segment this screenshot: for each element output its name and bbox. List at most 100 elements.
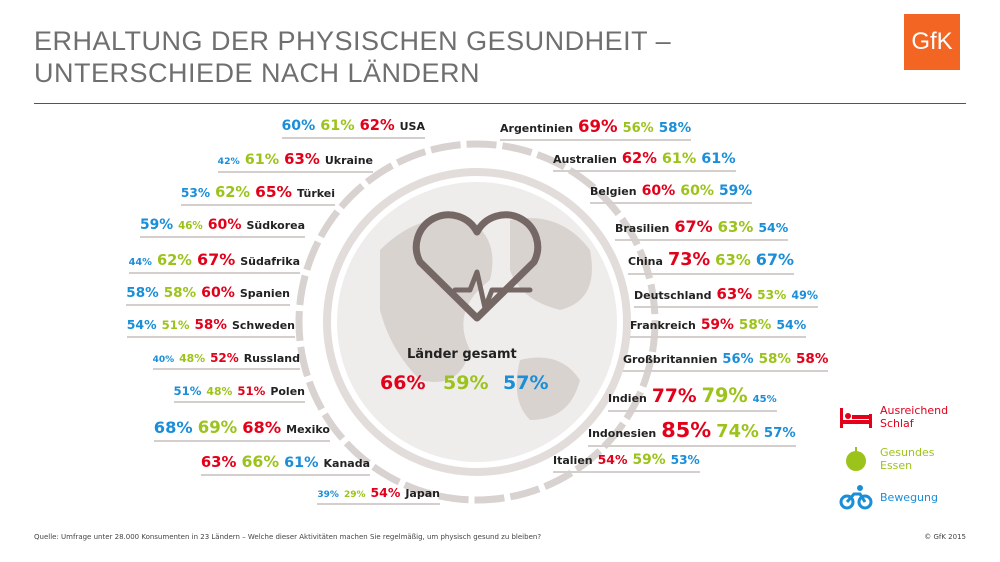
globe-disc [337,182,617,462]
country-row-südkorea: 59% 46% 60% Südkorea [139,217,305,238]
total-bewegung: 57% [503,372,549,394]
value-bewegung: 68% [153,418,193,437]
value-essen: 74% [716,421,759,442]
value-essen: 48% [206,385,233,398]
country-name: Türkei [297,187,335,200]
source-note: Quelle: Umfrage unter 28.000 Konsumenten… [34,533,542,541]
country-row-belgien: Belgien 60% 60% 59% [590,183,753,204]
country-name: Ukraine [324,154,373,167]
country-row-china: China 73% 63% 67% [628,250,795,275]
country-row-spanien: 58% 58% 60% Spanien [126,285,290,306]
value-bewegung: 58% [658,120,692,136]
value-schlaf: 63% [716,285,753,303]
title-divider [34,103,966,104]
value-essen: 48% [179,352,206,365]
value-essen: 58% [738,317,772,333]
continent-shape [380,218,592,420]
value-schlaf: 67% [674,217,713,236]
inner-ring [323,168,631,476]
value-essen: 53% [757,288,787,302]
country-row-italien: Italien 54% 59% 53% [553,452,700,473]
value-essen: 60% [680,183,715,199]
country-name: Frankreich [630,319,696,332]
country-row-usa: 60% 61% 62% USA [281,117,425,139]
value-essen: 61% [244,152,280,168]
country-row-russland: 40% 48% 52% Russland [152,351,300,370]
country-row-frankreich: Frankreich 59% 58% 54% [630,317,807,338]
value-essen: 79% [701,384,748,407]
value-schlaf: 58% [796,351,829,367]
value-essen: 69% [197,418,238,437]
country-name: Kanada [323,457,371,470]
value-essen: 58% [758,351,791,367]
country-name: Indonesien [588,427,657,440]
value-bewegung: 44% [128,257,152,268]
value-essen: 56% [622,121,654,136]
value-essen: 46% [178,220,203,232]
total-label: Länder gesamt [407,347,517,362]
value-essen: 62% [215,184,251,201]
value-schlaf: 67% [196,250,236,269]
country-row-mexiko: 68% 69% 68% Mexiko [153,418,330,442]
value-bewegung: 45% [752,394,777,405]
country-row-ukraine: 42% 61% 63% Ukraine [217,150,373,173]
bed-icon [840,408,872,428]
legend-item-essen: Gesundes Essen [838,446,934,472]
country-name: Spanien [239,287,290,300]
country-row-argentinien: Argentinien 69% 56% 58% [500,117,692,141]
country-row-südafrika: 44% 62% 67% Südafrika [128,250,300,274]
value-schlaf: 51% [237,384,266,398]
value-schlaf: 77% [651,386,697,407]
country-name: Belgien [590,185,637,198]
total-schlaf: 66% [380,372,426,394]
country-name: Indien [608,392,647,405]
country-name: Mexiko [286,423,330,436]
value-bewegung: 58% [126,285,159,301]
country-row-indien: Indien 77% 79% 45% [608,384,777,412]
country-row-deutschland: Deutschland 63% 53% 49% [634,285,819,308]
value-bewegung: 42% [217,156,240,167]
value-bewegung: 39% [317,490,339,500]
value-schlaf: 69% [578,117,618,136]
country-row-schweden: 54% 51% 58% Schweden [126,317,295,338]
value-bewegung: 59% [719,183,753,199]
country-name: Südafrika [240,255,300,268]
heart-icon [412,211,542,322]
country-name: Südkorea [246,219,305,232]
country-name: Russland [243,352,300,365]
value-bewegung: 40% [152,355,175,365]
country-row-kanada: 63% 66% 61% Kanada [200,452,371,476]
value-bewegung: 51% [173,384,202,398]
value-bewegung: 60% [281,118,316,134]
outer-dashed-ring [295,140,659,504]
value-schlaf: 65% [255,183,293,201]
value-essen: 63% [715,251,751,269]
country-row-japan: 39% 29% 54% Japan [317,485,440,505]
value-bewegung: 54% [126,317,157,332]
value-schlaf: 62% [621,150,657,167]
value-bewegung: 59% [139,217,174,233]
country-name: Schweden [231,319,295,332]
value-essen: 63% [717,218,754,236]
country-name: Italien [553,454,593,467]
title-line-1: ERHALTUNG DER PHYSISCHEN GESUNDHEIT – [34,26,672,56]
legend-item-bewegung: Bewegung [838,484,938,510]
value-schlaf: 60% [641,183,676,199]
country-row-indonesien: Indonesien 85% 74% 57% [588,418,796,447]
value-bewegung: 49% [791,289,819,302]
country-name: Australien [553,153,617,166]
value-bewegung: 61% [284,455,319,471]
country-row-brasilien: Brasilien 67% 63% 54% [615,217,789,241]
value-essen: 51% [161,318,190,332]
country-name: Polen [270,385,305,398]
value-essen: 58% [163,285,197,301]
value-essen: 61% [320,118,355,134]
value-essen: 62% [156,252,192,269]
country-row-polen: 51% 48% 51% Polen [173,384,305,403]
legend-item-schlaf: Ausreichend Schlaf [838,404,948,430]
value-schlaf: 59% [700,317,734,333]
country-row-großbritannien: Großbritannien 56% 58% 58% [623,351,829,372]
value-bewegung: 56% [722,352,754,367]
